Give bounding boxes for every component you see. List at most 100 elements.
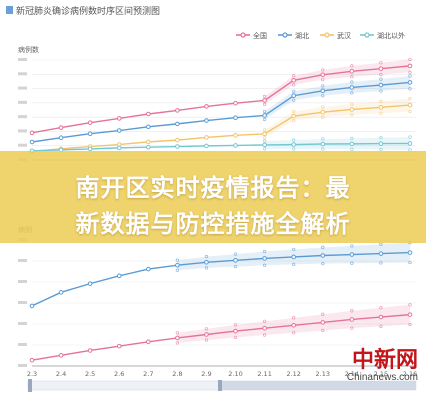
data-point[interactable] [204, 118, 209, 123]
data-point[interactable] [407, 141, 413, 146]
timeline-range[interactable] [220, 381, 416, 390]
data-point[interactable] [146, 124, 151, 130]
data-point[interactable] [378, 82, 384, 88]
timeline-handle-left[interactable] [218, 380, 222, 391]
band-point [262, 94, 267, 99]
data-point[interactable] [378, 251, 384, 256]
data-point[interactable] [233, 115, 238, 121]
data-point[interactable] [378, 141, 384, 146]
data-point[interactable] [87, 120, 93, 125]
data-point[interactable] [146, 339, 151, 345]
data-point[interactable] [378, 66, 384, 71]
x-tick-label: 2.15 [374, 370, 388, 378]
data-point[interactable] [204, 135, 209, 140]
data-point[interactable] [233, 133, 238, 138]
data-point[interactable] [262, 113, 267, 118]
data-point[interactable] [204, 104, 209, 109]
data-point[interactable] [204, 143, 209, 149]
data-point[interactable] [262, 131, 267, 137]
data-point[interactable] [29, 303, 35, 309]
data-point[interactable] [407, 102, 413, 108]
data-point[interactable] [58, 135, 64, 141]
data-point[interactable] [204, 332, 209, 337]
data-point[interactable] [349, 141, 355, 147]
legend[interactable]: 全国 湖北 武汉 湖北以外 [236, 31, 405, 40]
data-point[interactable] [175, 335, 180, 341]
overlay-banner [0, 151, 426, 243]
data-point[interactable] [349, 252, 355, 257]
data-point[interactable] [378, 314, 384, 320]
data-point[interactable] [233, 143, 238, 148]
band-point [233, 335, 238, 340]
data-point[interactable] [407, 80, 413, 85]
data-point[interactable] [58, 290, 64, 295]
data-point[interactable] [233, 100, 238, 106]
band-point [292, 98, 296, 102]
data-point[interactable] [291, 142, 296, 147]
timeline-scrollbar[interactable] [27, 379, 417, 392]
data-point[interactable] [87, 131, 93, 137]
data-point[interactable] [349, 107, 355, 112]
data-point[interactable] [320, 141, 326, 147]
data-point[interactable] [175, 121, 180, 127]
data-point[interactable] [233, 258, 238, 263]
legend-item[interactable]: 湖北以外 [360, 31, 405, 40]
data-point[interactable] [291, 77, 296, 83]
data-point[interactable] [291, 322, 296, 328]
data-point[interactable] [116, 273, 122, 279]
data-point[interactable] [146, 111, 151, 117]
series-line [31, 313, 411, 361]
data-point[interactable] [116, 116, 122, 121]
data-point[interactable] [175, 262, 180, 268]
data-point[interactable] [233, 328, 238, 334]
data-point[interactable] [146, 139, 151, 145]
data-point[interactable] [262, 142, 267, 148]
data-point[interactable] [29, 130, 35, 136]
data-point[interactable] [262, 325, 267, 331]
band-point [321, 312, 325, 316]
band-point [321, 137, 325, 141]
data-point[interactable] [320, 88, 326, 94]
data-point[interactable] [349, 69, 355, 74]
data-point[interactable] [204, 259, 209, 265]
data-point[interactable] [87, 348, 93, 353]
data-point[interactable] [320, 320, 326, 325]
data-point[interactable] [262, 98, 267, 103]
data-point[interactable] [29, 357, 35, 363]
data-point[interactable] [262, 256, 267, 261]
data-point[interactable] [116, 128, 122, 133]
x-tick-label: 2.11 [257, 370, 271, 378]
data-point[interactable] [175, 144, 180, 149]
data-point[interactable] [349, 85, 355, 90]
data-point[interactable] [146, 266, 151, 272]
data-point[interactable] [349, 317, 355, 322]
x-tick-label: 2.9 [201, 370, 211, 378]
data-point[interactable] [175, 108, 180, 113]
data-point[interactable] [29, 139, 35, 145]
data-point[interactable] [175, 137, 180, 143]
data-point[interactable] [116, 145, 122, 151]
timeline-handle-start[interactable] [28, 379, 32, 392]
data-point[interactable] [378, 105, 384, 110]
data-point[interactable] [291, 113, 296, 119]
data-point[interactable] [116, 343, 122, 349]
legend-item[interactable]: 武汉 [320, 31, 351, 40]
band-point [321, 261, 325, 266]
data-point[interactable] [320, 72, 326, 78]
data-point[interactable] [58, 125, 64, 130]
band-point [292, 138, 296, 142]
band-point [204, 254, 209, 259]
data-point[interactable] [291, 254, 296, 260]
data-point[interactable] [291, 93, 296, 99]
data-point[interactable] [320, 253, 326, 258]
data-point[interactable] [58, 353, 64, 358]
data-point[interactable] [407, 250, 413, 255]
data-point[interactable] [407, 63, 413, 69]
legend-item[interactable]: 湖北 [278, 31, 309, 40]
data-point[interactable] [320, 109, 326, 115]
legend-item[interactable]: 全国 [236, 31, 267, 40]
data-point[interactable] [87, 281, 93, 286]
data-point[interactable] [87, 146, 93, 152]
data-point[interactable] [407, 312, 413, 317]
data-point[interactable] [146, 144, 151, 150]
